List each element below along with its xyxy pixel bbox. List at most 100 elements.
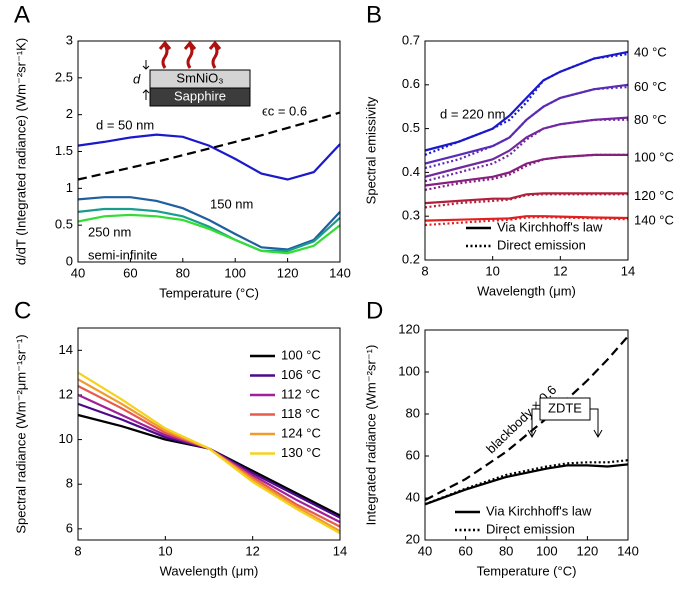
y-tick-label: 10: [59, 431, 73, 446]
y-axis-label: Spectral radiance (Wm⁻²μm⁻¹sr⁻¹): [13, 334, 28, 533]
series-line: [77, 196, 341, 251]
series-line: [424, 463, 629, 506]
x-tick-label: 40: [418, 543, 432, 558]
x-tick-label: 100: [536, 543, 558, 558]
inset-substrate: [149, 87, 251, 107]
inset-thickness-label: d: [133, 71, 141, 86]
panel-letter: A: [14, 1, 30, 28]
series-line: [77, 133, 341, 181]
y-tick-label: 12: [59, 386, 73, 401]
x-axis-label: Wavelength (μm): [160, 563, 259, 578]
x-axis-label: Temperature (°C): [477, 563, 577, 578]
y-tick-label: 0.2: [402, 251, 420, 266]
plot-frame: [424, 40, 629, 261]
y-tick-label: 40: [406, 489, 420, 504]
emission-arrow: [158, 40, 172, 69]
series-line: [424, 459, 629, 506]
x-axis-label: Temperature (°C): [159, 285, 259, 300]
y-tick-label: 120: [398, 321, 420, 336]
legend-label: 124 °C: [281, 425, 321, 440]
x-tick-label: 40: [71, 265, 85, 280]
series-label: 150 nm: [210, 196, 253, 211]
x-tick-label: 8: [421, 263, 428, 278]
x-tick-label: 60: [123, 265, 137, 280]
emission-arrow: [208, 40, 222, 69]
panel-letter: D: [366, 297, 383, 324]
x-tick-label: 14: [621, 263, 635, 278]
series-label: 250 nm: [88, 224, 131, 239]
y-tick-label: 60: [406, 447, 420, 462]
y-tick-label: 2: [66, 106, 73, 121]
y-tick-label: 1: [66, 180, 73, 195]
series-label: 140 °C: [634, 212, 674, 227]
x-tick-label: 60: [458, 543, 472, 558]
panel-letter: C: [14, 297, 31, 324]
series-line: [77, 213, 341, 255]
x-tick-label: 120: [277, 265, 299, 280]
y-axis-label: Spectral emissivity: [363, 96, 378, 204]
x-tick-label: 8: [74, 543, 81, 558]
annotation: d = 220 nm: [440, 106, 505, 121]
series-line: [77, 207, 341, 252]
legend-label: 106 °C: [281, 367, 321, 382]
y-tick-label: 0.6: [402, 76, 420, 91]
y-tick-label: 0.7: [402, 32, 420, 47]
y-axis-label: Integrated radiance (Wm⁻²sr⁻¹): [363, 345, 378, 526]
plot-frame: [77, 327, 341, 541]
plot-frame: [77, 40, 341, 263]
legend-label: Direct emission: [497, 237, 586, 252]
panel-letter: B: [366, 1, 382, 28]
y-tick-label: 100: [398, 363, 420, 378]
series-line: [77, 111, 341, 181]
x-tick-label: 14: [333, 543, 347, 558]
series-label: 100 °C: [634, 149, 674, 164]
x-axis-label: Wavelength (μm): [477, 283, 576, 298]
series-label: 120 °C: [634, 188, 674, 203]
emission-arrow: [183, 40, 197, 69]
x-tick-label: 12: [553, 263, 567, 278]
y-tick-label: 1.5: [55, 143, 73, 158]
y-tick-label: 6: [66, 520, 73, 535]
series-label: 60 °C: [634, 79, 667, 94]
legend-label: 118 °C: [281, 406, 320, 421]
legend-label: Via Kirchhoff's law: [486, 503, 592, 518]
y-tick-label: 20: [406, 531, 420, 546]
legend-label: 112 °C: [281, 386, 320, 401]
x-tick-label: 10: [158, 543, 172, 558]
x-tick-label: 12: [245, 543, 259, 558]
y-axis-label: d/dT (Integrated radiance) (Wm⁻²sr⁻¹K): [13, 38, 28, 265]
legend-label: 130 °C: [281, 445, 321, 460]
series-line-direct: [424, 118, 628, 183]
annotation-arrows: [527, 408, 603, 439]
y-tick-label: 0.4: [402, 164, 420, 179]
y-tick-label: 2.5: [55, 69, 73, 84]
series-line-direct: [424, 153, 628, 191]
y-tick-label: 0.5: [55, 217, 73, 232]
y-tick-label: 8: [66, 476, 73, 491]
y-tick-label: 80: [406, 405, 420, 420]
legend-box: [245, 348, 335, 466]
plot-frame: [424, 329, 629, 541]
legend-label: Via Kirchhoff's law: [497, 219, 603, 234]
legend-label: Direct emission: [486, 521, 575, 536]
series-line: [424, 83, 629, 165]
x-tick-label: 140: [329, 265, 351, 280]
series-line-direct: [424, 193, 628, 209]
series-line-direct: [424, 215, 629, 227]
series-label: semi-infinite: [88, 247, 157, 262]
y-tick-label: 14: [59, 342, 73, 357]
x-tick-label: 10: [485, 263, 499, 278]
series-label: d = 50 nm: [96, 117, 154, 132]
series-label: ϵc = 0.6: [262, 103, 307, 118]
x-tick-label: 80: [499, 543, 513, 558]
series-line: [77, 371, 341, 535]
x-tick-label: 140: [617, 543, 639, 558]
y-tick-label: 3: [66, 32, 73, 47]
y-tick-label: 0: [66, 253, 73, 268]
thickness-arrows: [142, 60, 150, 100]
annotation: ZDTE: [548, 400, 582, 415]
y-tick-label: 0.5: [402, 120, 420, 135]
x-tick-label: 120: [577, 543, 599, 558]
